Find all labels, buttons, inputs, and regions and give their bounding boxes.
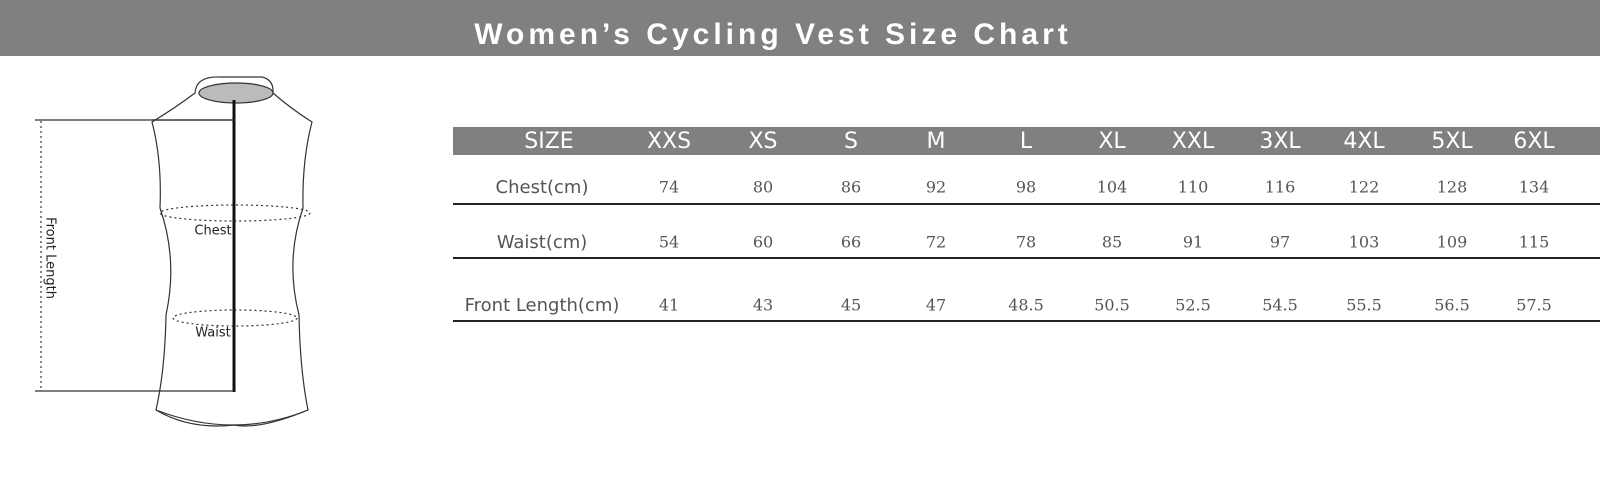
cell-value: 116 bbox=[1265, 178, 1296, 197]
front-length-label: Front Length bbox=[43, 217, 58, 299]
column-header: XXL bbox=[1172, 129, 1215, 154]
cell-value: 98 bbox=[1016, 178, 1036, 197]
column-header: S bbox=[844, 129, 858, 154]
column-header: M bbox=[927, 129, 946, 154]
row-label: Front Length(cm) bbox=[465, 295, 620, 316]
size-table: SIZE XXS XS S M L XL XXL 3XL 4XL 5XL 6XL Chest(cm) 74… bbox=[453, 129, 1600, 322]
cell-value: 103 bbox=[1349, 233, 1380, 252]
cell-value: 55.5 bbox=[1346, 296, 1382, 315]
cell-value: 134 bbox=[1519, 178, 1550, 197]
cell-value: 60 bbox=[753, 233, 773, 252]
cell-value: 115 bbox=[1519, 233, 1550, 252]
cell-value: 85 bbox=[1102, 233, 1122, 252]
cell-value: 54 bbox=[659, 233, 679, 252]
column-header: XXS bbox=[647, 129, 691, 154]
waist-label: Waist bbox=[195, 326, 230, 341]
chest-label: Chest bbox=[194, 224, 231, 239]
vest-diagram bbox=[35, 76, 313, 427]
cell-value: 78 bbox=[1016, 233, 1036, 252]
column-header: L bbox=[1020, 129, 1033, 154]
cell-value: 128 bbox=[1437, 178, 1468, 197]
column-header: XL bbox=[1098, 129, 1126, 154]
cell-value: 47 bbox=[926, 296, 946, 315]
column-header: 5XL bbox=[1431, 129, 1473, 154]
cell-value: 97 bbox=[1270, 233, 1290, 252]
cell-value: 50.5 bbox=[1094, 296, 1130, 315]
cell-value: 56.5 bbox=[1434, 296, 1470, 315]
cell-value: 43 bbox=[753, 296, 773, 315]
title-bar bbox=[0, 0, 1600, 56]
cell-value: 80 bbox=[753, 178, 773, 197]
cell-value: 41 bbox=[659, 296, 679, 315]
cell-value: 74 bbox=[659, 178, 679, 197]
column-header: XS bbox=[748, 129, 777, 154]
column-header: 3XL bbox=[1259, 129, 1301, 154]
cell-value: 92 bbox=[926, 178, 946, 197]
cell-value: 104 bbox=[1097, 178, 1128, 197]
cell-value: 72 bbox=[926, 233, 946, 252]
cell-value: 48.5 bbox=[1008, 296, 1044, 315]
column-header: SIZE bbox=[524, 129, 573, 154]
table-header-bar bbox=[453, 127, 1600, 155]
row-label: Waist(cm) bbox=[497, 232, 588, 253]
cell-value: 54.5 bbox=[1262, 296, 1298, 315]
cell-value: 52.5 bbox=[1175, 296, 1211, 315]
cell-value: 45 bbox=[841, 296, 861, 315]
cell-value: 91 bbox=[1183, 233, 1203, 252]
cell-value: 57.5 bbox=[1516, 296, 1552, 315]
column-header: 4XL bbox=[1343, 129, 1385, 154]
cell-value: 109 bbox=[1437, 233, 1468, 252]
cell-value: 122 bbox=[1349, 178, 1380, 197]
title: Women’s Cycling Vest Size Chart bbox=[474, 18, 1071, 51]
cell-value: 86 bbox=[841, 178, 861, 197]
cell-value: 110 bbox=[1178, 178, 1209, 197]
column-header: 6XL bbox=[1513, 129, 1555, 154]
cell-value: 66 bbox=[841, 233, 861, 252]
row-label: Chest(cm) bbox=[496, 177, 589, 198]
